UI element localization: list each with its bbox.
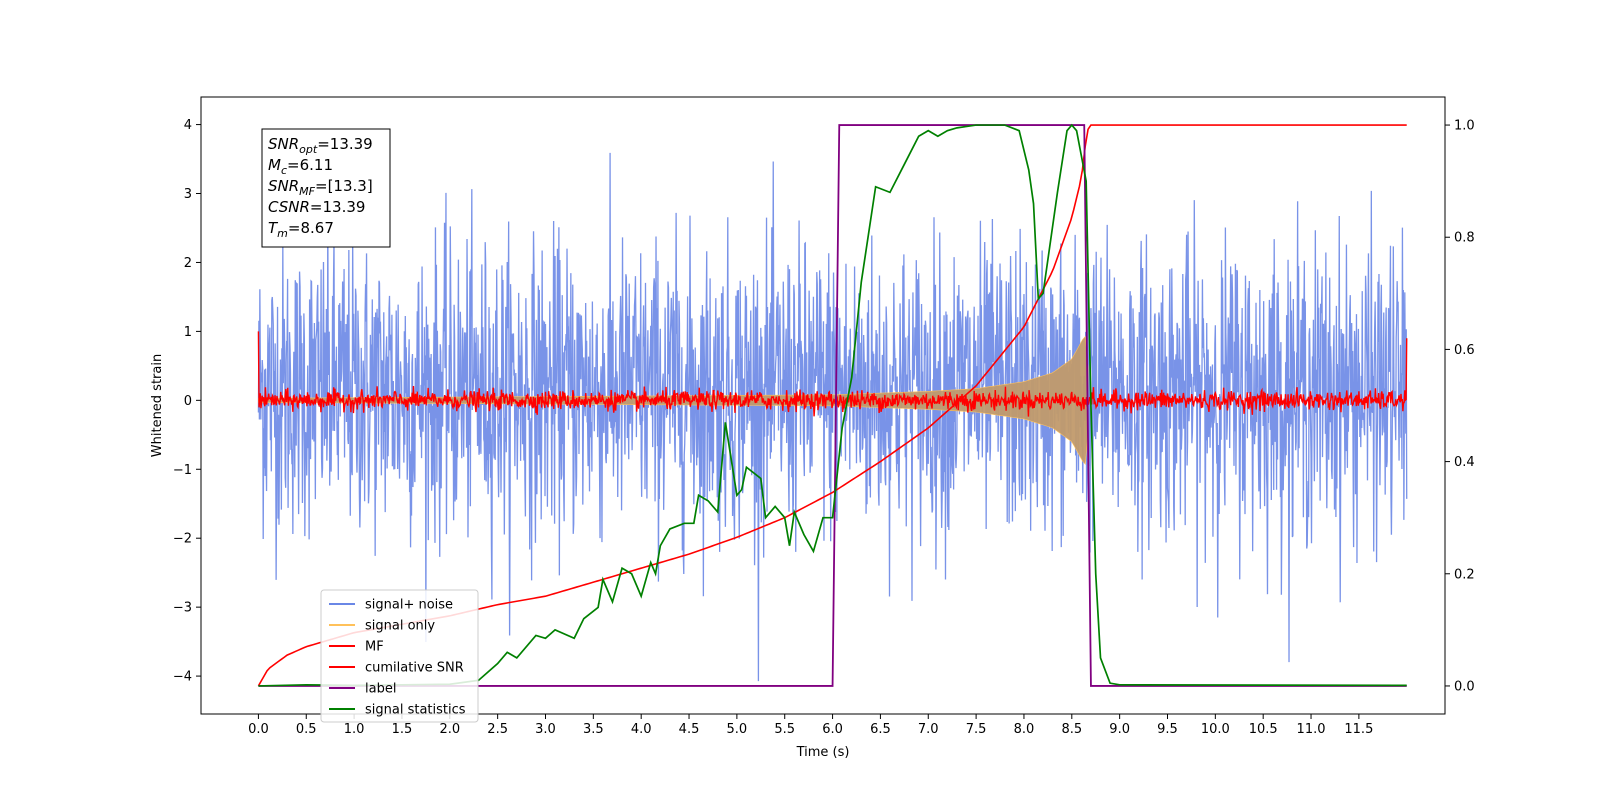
y2-tick-label: 1.0 <box>1454 119 1475 134</box>
x-tick-label: 1.0 <box>344 722 365 737</box>
y-axis-label: Whitened strain <box>150 354 165 457</box>
x-tick-label: 5.0 <box>727 722 748 737</box>
legend-entry: signal only <box>365 619 435 634</box>
y-tick-label: 1 <box>184 325 192 340</box>
annotation-line: Tm=8.67 <box>268 219 334 240</box>
legend-box <box>320 589 479 723</box>
series-signal-statistics <box>258 123 1407 687</box>
x-tick-label: 2.5 <box>487 722 508 737</box>
x-tick-label: 7.0 <box>918 722 939 737</box>
x-tick-label: 0.0 <box>248 722 269 737</box>
x-tick-label: 11.5 <box>1344 722 1373 737</box>
legend-entry: label <box>365 682 396 697</box>
axes-frame <box>200 96 1446 715</box>
legend-entry: signal statistics <box>365 703 466 718</box>
y-tick-label: 2 <box>184 256 192 271</box>
y-tick-label: 3 <box>184 187 192 202</box>
annotation-box <box>261 128 391 248</box>
y-tick-label: −3 <box>173 601 192 616</box>
y-tick-label: −2 <box>173 532 192 547</box>
y2-tick-label: 0.2 <box>1454 567 1475 582</box>
x-tick-label: 3.0 <box>535 722 556 737</box>
x-tick-label: 11.0 <box>1297 722 1326 737</box>
legend-entry: cumilative SNR <box>365 661 464 676</box>
legend: signal+ noise signal only MF cumilative SNR… <box>320 589 479 723</box>
legend-entry: signal+ noise <box>365 598 453 613</box>
series-label <box>258 124 1407 687</box>
annotation-line: SNRMF=[13.3] <box>268 177 373 198</box>
x-tick-label: 4.0 <box>631 722 652 737</box>
x-tick-label: 9.5 <box>1157 722 1178 737</box>
x-tick-label: 4.5 <box>679 722 700 737</box>
x-tick-label: 8.5 <box>1061 722 1082 737</box>
x-tick-label: 10.0 <box>1201 722 1230 737</box>
annotation-line: Mc=6.11 <box>268 156 333 177</box>
x-tick-label: 5.5 <box>774 722 795 737</box>
annotation-line: SNRopt=13.39 <box>268 135 373 156</box>
series-mf <box>257 331 1408 417</box>
series-signal-noise <box>257 152 1408 682</box>
annotation-line: CSNR=13.39 <box>268 198 365 216</box>
x-tick-label: 6.5 <box>870 722 891 737</box>
x-tick-label: 2.0 <box>439 722 460 737</box>
x-axis-label: Time (s) <box>796 745 850 760</box>
x-tick-label: 7.5 <box>966 722 987 737</box>
stats-annotation: SNRopt=13.39Mc=6.11SNRMF=[13.3]CSNR=13.3… <box>261 128 391 248</box>
y-tick-label: −4 <box>173 670 192 685</box>
y2-tick-label: 0.6 <box>1454 343 1475 358</box>
x-tick-label: 0.5 <box>296 722 317 737</box>
x-tick-label: 3.5 <box>583 722 604 737</box>
y-tick-label: 0 <box>184 394 192 409</box>
y2-tick-label: 0.0 <box>1454 679 1475 694</box>
x-tick-label: 6.0 <box>822 722 843 737</box>
y-tick-label: 4 <box>184 118 192 133</box>
y-tick-label: −1 <box>173 463 192 478</box>
axes: 0.0 0.5 1.0 1.5 2.0 2.5 3.0 3.5 4.0 4.5 5.0 5.5 6.0 6… <box>150 96 1475 760</box>
x-tick-label: 8.0 <box>1014 722 1035 737</box>
x-tick-label: 9.0 <box>1109 722 1130 737</box>
legend-entry: MF <box>365 640 384 655</box>
plot-area <box>257 123 1408 687</box>
y2-tick-label: 0.8 <box>1454 231 1475 246</box>
y2-tick-label: 0.4 <box>1454 455 1475 470</box>
x-tick-label: 10.5 <box>1249 722 1278 737</box>
x-tick-label: 1.5 <box>392 722 413 737</box>
